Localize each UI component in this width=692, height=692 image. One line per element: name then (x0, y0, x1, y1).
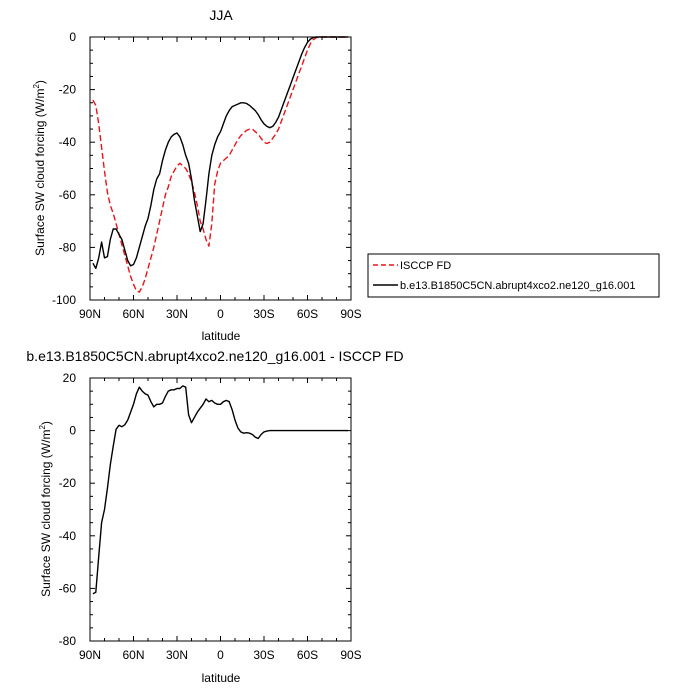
top-axis-ticks: 90N 60N 30N 0 30S 60S 90S 0 -20 -40 -60 -80 -100 (52, 30, 362, 321)
bottom-y-tick-label: 20 (63, 371, 77, 385)
top-plot-frame (89, 36, 352, 301)
bottom-x-tick-label: 0 (217, 648, 224, 662)
legend: ISCCP FD b.e13.B1850C5CN.abrupt4xco2.ne1… (367, 253, 660, 298)
top-y-tick-label: -100 (52, 293, 76, 307)
top-y-tick-label: -40 (59, 135, 77, 149)
top-y-tick-label: 0 (69, 30, 76, 44)
bottom-y-axis-label-sup: 2 (38, 425, 47, 430)
bottom-x-tick-label: 90N (79, 648, 101, 662)
legend-box (367, 253, 660, 298)
top-y-axis-label-sup: 2 (32, 84, 41, 89)
bottom-y-tick-label: -60 (59, 581, 77, 595)
top-y-axis-label: Surface SW cloud forcing (W/m2) (32, 80, 47, 256)
bottom-x-tick-label: 30N (166, 648, 188, 662)
top-y-axis-label-close: ) (33, 80, 47, 84)
top-chart: JJA 90N 60N 30N 0 30S 60S 90S 0 -20 -40 -60 -80 -100… (32, 7, 362, 343)
bottom-x-tick-label: 60S (297, 648, 318, 662)
top-x-tick-label: 0 (217, 307, 224, 321)
bottom-y-tick-label: -40 (59, 529, 77, 543)
bottom-chart: b.e13.B1850C5CN.abrupt4xco2.ne120_g16.00… (26, 348, 403, 685)
top-x-tick-label: 60S (297, 307, 318, 321)
bottom-x-axis-label: latitude (202, 671, 241, 685)
bottom-y-axis-label-close: ) (39, 421, 53, 425)
top-series-line-1 (92, 36, 349, 270)
top-x-tick-label: 30S (253, 307, 274, 321)
bottom-series-line-0 (92, 385, 349, 595)
top-y-axis-label-main: Surface SW cloud forcing (W/m (33, 89, 47, 256)
top-x-axis-label: latitude (202, 329, 241, 343)
top-chart-title: JJA (209, 7, 233, 23)
top-y-tick-label: -60 (59, 188, 77, 202)
top-x-tick-label: 60N (122, 307, 144, 321)
bottom-x-tick-label: 60N (122, 648, 144, 662)
legend-label-isccp: ISCCP FD (400, 260, 451, 272)
top-series-line-0 (92, 36, 349, 293)
bottom-x-tick-label: 30S (253, 648, 274, 662)
bottom-series-group (92, 385, 349, 595)
top-y-tick-label: -80 (59, 240, 77, 254)
bottom-y-axis-label-main: Surface SW cloud forcing (W/m (39, 430, 53, 597)
bottom-y-tick-label: -80 (59, 634, 77, 648)
top-series-group (92, 36, 349, 293)
top-x-tick-label: 90N (79, 307, 101, 321)
top-x-tick-label: 30N (166, 307, 188, 321)
legend-label-model: b.e13.B1850C5CN.abrupt4xco2.ne120_g16.00… (400, 280, 635, 292)
top-y-tick-label: -20 (59, 83, 77, 97)
bottom-chart-title: b.e13.B1850C5CN.abrupt4xco2.ne120_g16.00… (26, 348, 403, 364)
bottom-x-tick-label: 90S (340, 648, 361, 662)
bottom-axis-ticks: 90N 60N 30N 0 30S 60S 90S 20 0 -20 -40 -60 -80 (59, 371, 362, 662)
bottom-y-axis-label: Surface SW cloud forcing (W/m2) (38, 421, 53, 597)
bottom-y-tick-label: -20 (59, 476, 77, 490)
bottom-y-tick-label: 0 (69, 424, 76, 438)
top-x-tick-label: 90S (340, 307, 361, 321)
